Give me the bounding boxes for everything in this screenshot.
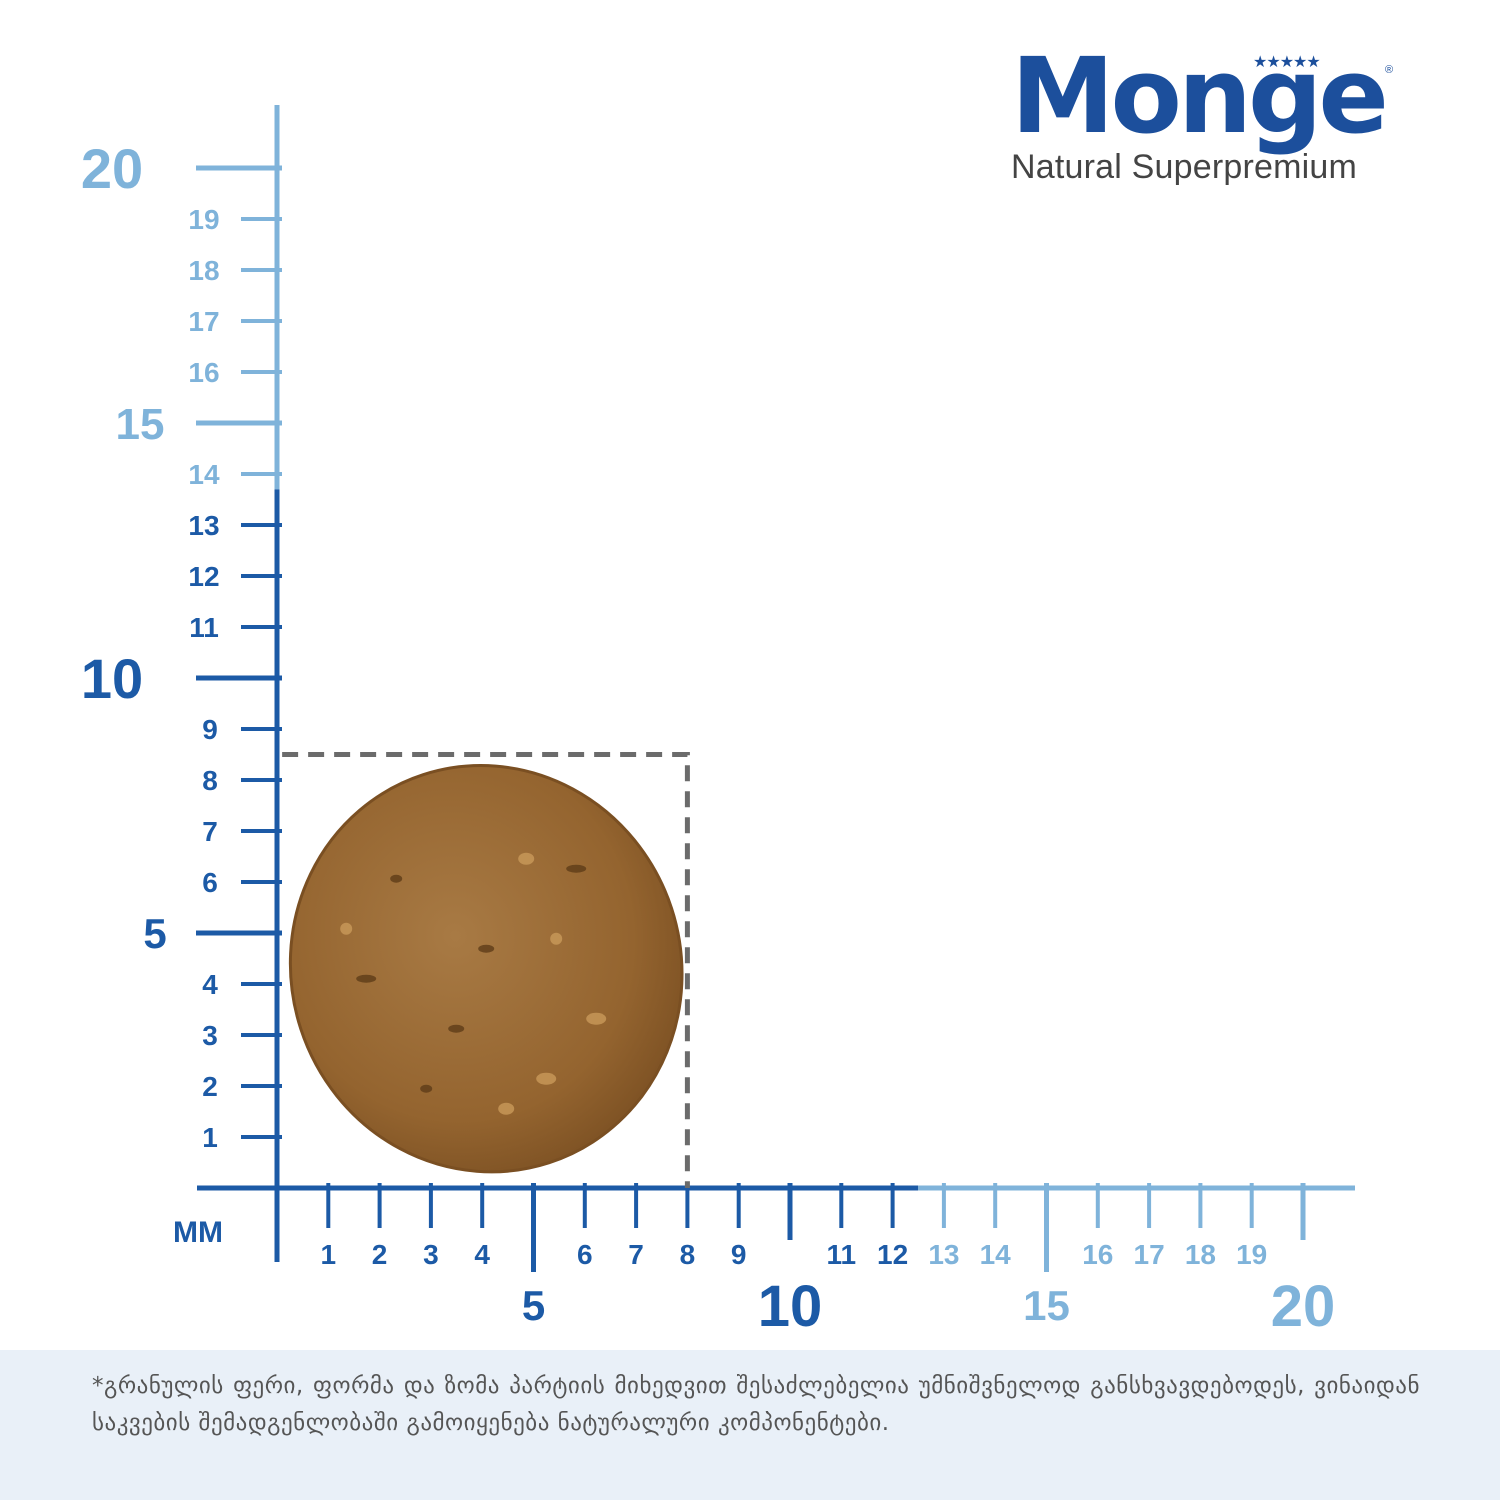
unit-label: MM xyxy=(173,1216,223,1249)
kibble-texture-speck xyxy=(448,1024,465,1033)
y-tick-label-1: 1 xyxy=(202,1122,218,1153)
y-tick-label-20: 20 xyxy=(81,137,143,200)
y-tick-label-3: 3 xyxy=(202,1020,218,1051)
x-tick-label-14: 14 xyxy=(980,1239,1012,1270)
y-tick-label-14: 14 xyxy=(188,459,220,490)
x-tick-label-1: 1 xyxy=(321,1239,337,1270)
y-tick-label-19: 19 xyxy=(188,204,219,235)
kibble-texture-speck xyxy=(390,874,403,883)
kibble-texture-speck xyxy=(340,922,353,935)
y-tick-label-12: 12 xyxy=(188,561,219,592)
y-tick-label-4: 4 xyxy=(202,969,218,1000)
y-tick-label-6: 6 xyxy=(202,867,218,898)
logo-stars-icon: ★★★★★ xyxy=(1253,54,1321,71)
registered-mark: ® xyxy=(1385,64,1394,76)
x-tick-label-8: 8 xyxy=(680,1239,696,1270)
y-tick-label-7: 7 xyxy=(202,816,218,847)
footer-note-panel: *გრანულის ფერი, ფორმა და ზომა პარტიის მი… xyxy=(0,1350,1500,1500)
x-tick-label-4: 4 xyxy=(474,1239,490,1270)
kibble-texture-speck xyxy=(518,852,535,865)
kibble-texture-speck xyxy=(536,1072,557,1085)
x-tick-label-11: 11 xyxy=(826,1239,856,1270)
y-tick-label-11: 11 xyxy=(189,612,219,643)
x-tick-label-18: 18 xyxy=(1185,1239,1216,1270)
x-tick-label-13: 13 xyxy=(928,1239,959,1270)
x-tick-label-16: 16 xyxy=(1082,1239,1113,1270)
x-tick-label-10: 10 xyxy=(758,1274,823,1339)
y-tick-label-5: 5 xyxy=(143,910,166,957)
y-tick-label-10: 10 xyxy=(81,647,143,710)
x-tick-label-3: 3 xyxy=(423,1239,439,1270)
kibble-texture-speck xyxy=(550,932,563,945)
x-tick-label-7: 7 xyxy=(628,1239,644,1270)
kibble-size-box xyxy=(282,752,690,1188)
disclaimer-text: *გრანულის ფერი, ფორმა და ზომა პარტიის მი… xyxy=(92,1373,1420,1437)
y-tick-label-13: 13 xyxy=(188,510,219,541)
y-tick-label-8: 8 xyxy=(202,765,218,796)
x-tick-label-9: 9 xyxy=(731,1239,747,1270)
y-tick-label-18: 18 xyxy=(188,255,219,286)
x-tick-label-6: 6 xyxy=(577,1239,593,1270)
kibble-texture-speck xyxy=(478,944,495,953)
y-tick-label-2: 2 xyxy=(202,1071,218,1102)
kibble-texture-speck xyxy=(498,1102,515,1115)
x-tick-label-12: 12 xyxy=(877,1239,908,1270)
y-tick-label-9: 9 xyxy=(202,714,218,745)
y-tick-label-17: 17 xyxy=(188,306,219,337)
kibble-texture-speck xyxy=(586,1012,607,1025)
x-tick-label-2: 2 xyxy=(372,1239,388,1270)
logo-wordmark: Monge xyxy=(1011,35,1389,157)
x-tick-label-19: 19 xyxy=(1236,1239,1267,1270)
kibble-texture-speck xyxy=(566,864,587,873)
y-tick-label-15: 15 xyxy=(116,400,165,449)
x-tick-label-5: 5 xyxy=(522,1282,545,1329)
kibble-texture-speck xyxy=(356,974,377,983)
logo-tagline: Natural Superpremium xyxy=(1011,148,1358,186)
brand-logo: Monge ★★★★★ ® Natural Superpremium xyxy=(1005,40,1405,200)
y-tick-label-16: 16 xyxy=(188,357,219,388)
x-tick-label-17: 17 xyxy=(1134,1239,1165,1270)
kibble-pellet xyxy=(288,764,684,1174)
kibble-texture-speck xyxy=(420,1084,433,1093)
x-tick-label-20: 20 xyxy=(1271,1274,1336,1339)
x-tick-label-15: 15 xyxy=(1023,1282,1070,1329)
